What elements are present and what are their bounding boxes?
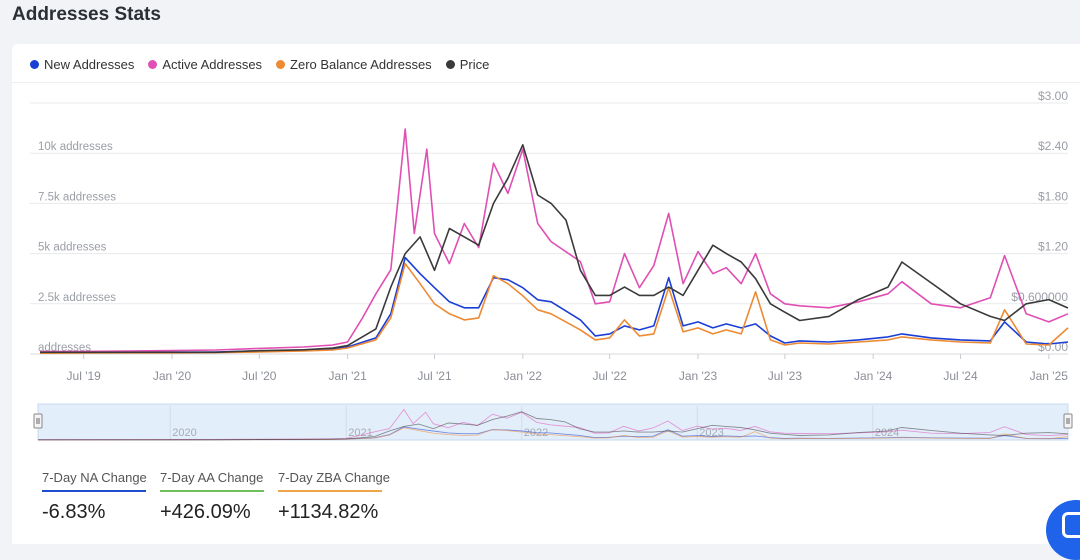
legend-label: Active Addresses bbox=[162, 57, 263, 72]
legend: New Addresses Active Addresses Zero Bala… bbox=[30, 57, 489, 72]
legend-dot-icon bbox=[276, 60, 286, 69]
legend-item-active-addresses[interactable]: Active Addresses bbox=[148, 57, 262, 72]
y-right-tick-label: $0.600000 bbox=[1011, 290, 1068, 304]
legend-dot-icon bbox=[30, 60, 39, 69]
x-axis: Jul '19 Jan '20 Jul '20 Jan '21 Jul '21 Jan '… bbox=[67, 354, 1069, 383]
grid-lines bbox=[30, 102, 1068, 355]
legend-item-zero-balance-addresses[interactable]: Zero Balance Addresses bbox=[276, 57, 432, 72]
legend-item-price[interactable]: Price bbox=[445, 57, 490, 72]
series-line-price bbox=[40, 144, 1069, 354]
legend-divider bbox=[12, 82, 1080, 83]
navigator-line bbox=[37, 408, 1069, 441]
y-right-tick-label: $2.40 bbox=[1038, 139, 1068, 153]
series-line-active-addresses bbox=[39, 128, 1069, 353]
navigator-line bbox=[38, 411, 1069, 441]
legend-item-new-addresses[interactable]: New Addresses bbox=[30, 57, 134, 72]
legend-label: Zero Balance Addresses bbox=[290, 57, 432, 72]
chart-card bbox=[12, 44, 1080, 544]
navigator-year-label: 2020 bbox=[172, 427, 196, 439]
stat-na-change: 7-Day NA Change -6.83% bbox=[42, 470, 147, 524]
navigator-left-handle[interactable] bbox=[33, 413, 43, 429]
series-line-new-addresses bbox=[39, 256, 1069, 354]
stat-zba-change: 7-Day ZBA Change +1134.82% bbox=[278, 470, 390, 524]
y-left-tick-label: 7.5k addresses bbox=[38, 191, 116, 203]
x-tick-label: Jul '22 bbox=[593, 369, 628, 383]
stat-value: -6.83% bbox=[42, 501, 106, 523]
x-tick-label: Jan '20 bbox=[153, 369, 192, 383]
y-right-tick-label: $3.00 bbox=[1038, 89, 1068, 103]
range-navigator[interactable]: 2020 2021 2022 2023 2024 bbox=[33, 403, 1073, 441]
page-title: Addresses Stats bbox=[12, 4, 161, 25]
x-tick-label: Jul '20 bbox=[242, 369, 277, 383]
y-left-tick-label: 2.5k addresses bbox=[38, 292, 116, 304]
legend-label: New Addresses bbox=[44, 57, 135, 72]
stat-label: 7-Day NA Change bbox=[42, 470, 147, 492]
x-tick-label: Jan '23 bbox=[679, 369, 718, 383]
y-axis-right: $0.00$0.600000$1.20$1.80$2.40$3.00 bbox=[1011, 89, 1068, 354]
x-tick-label: Jul '21 bbox=[417, 369, 452, 383]
x-tick-label: Jul '23 bbox=[768, 369, 803, 383]
stat-label: 7-Day ZBA Change bbox=[278, 470, 390, 492]
x-tick-label: Jul '24 bbox=[943, 369, 978, 383]
x-tick-label: Jan '22 bbox=[504, 369, 543, 383]
change-stats: 7-Day NA Change -6.83% 7-Day AA Change +… bbox=[42, 470, 390, 524]
navigator-selection[interactable] bbox=[37, 403, 1069, 441]
series-line-zero-balance-addresses bbox=[39, 262, 1069, 354]
y-left-tick-label: 5k addresses bbox=[38, 242, 107, 254]
x-tick-label: Jul '19 bbox=[67, 369, 102, 383]
navigator-year-labels: 2020 2021 2022 2023 2024 bbox=[169, 406, 899, 440]
navigator-right-handle[interactable] bbox=[1063, 413, 1073, 429]
stat-label: 7-Day AA Change bbox=[160, 470, 264, 492]
x-tick-label: Jan '25 bbox=[1030, 369, 1069, 383]
y-right-tick-label: $1.80 bbox=[1038, 189, 1068, 203]
chat-icon bbox=[1062, 512, 1080, 538]
x-tick-label: Jan '24 bbox=[854, 369, 893, 383]
y-right-tick-label: $1.20 bbox=[1038, 240, 1068, 254]
series-lines bbox=[39, 128, 1069, 354]
x-tick-label: Jan '21 bbox=[328, 369, 367, 383]
navigator-year-label: 2021 bbox=[348, 427, 372, 439]
stat-value: +1134.82% bbox=[278, 501, 379, 523]
stat-value: +426.09% bbox=[160, 501, 251, 523]
stat-aa-change: 7-Day AA Change +426.09% bbox=[160, 470, 264, 524]
legend-dot-icon bbox=[148, 60, 158, 69]
legend-label: Price bbox=[459, 57, 490, 72]
legend-dot-icon bbox=[445, 60, 455, 69]
y-left-tick-label: 10k addresses bbox=[38, 141, 113, 153]
navigator-series bbox=[37, 408, 1069, 441]
